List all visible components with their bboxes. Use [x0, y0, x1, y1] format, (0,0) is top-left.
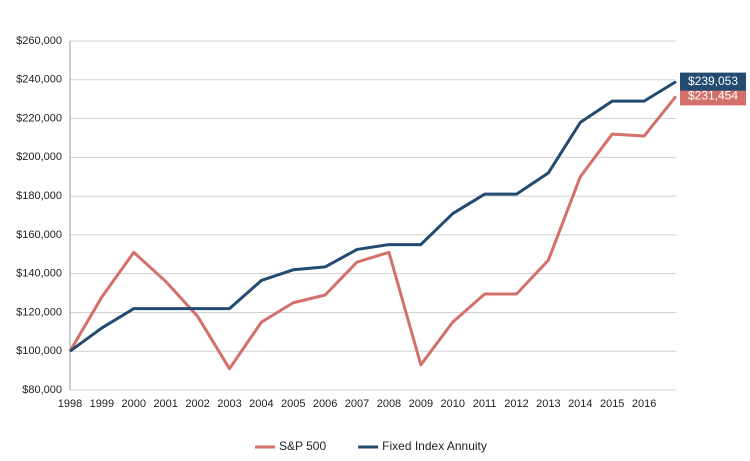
- x-tick-label: 2013: [536, 398, 560, 410]
- x-tick-label: 2012: [504, 398, 528, 410]
- y-tick-label: $100,000: [16, 345, 62, 357]
- x-tick-label: 1999: [90, 398, 114, 410]
- y-tick-label: $80,000: [22, 384, 62, 396]
- y-tick-label: $200,000: [16, 151, 62, 163]
- x-tick-label: 2015: [600, 398, 624, 410]
- y-tick-label: $260,000: [16, 35, 62, 47]
- x-tick-label: 2005: [281, 398, 305, 410]
- line-series: [68, 95, 678, 371]
- legend-label: S&P 500: [279, 439, 326, 453]
- x-tick-label: 2008: [377, 398, 401, 410]
- legend-label: Fixed Index Annuity: [382, 439, 487, 453]
- value-label-bg: [680, 72, 746, 91]
- value-label-bg: [680, 87, 746, 106]
- x-tick-label: 2003: [217, 398, 241, 410]
- y-tick-label: $120,000: [16, 306, 62, 318]
- x-tick-label: 1998: [58, 398, 82, 410]
- y-tick-label: $240,000: [16, 74, 62, 86]
- x-tick-label: 2002: [185, 398, 209, 410]
- x-tick-label: 2000: [122, 398, 146, 410]
- x-tick-label: 2007: [345, 398, 369, 410]
- y-tick-label: $140,000: [16, 268, 62, 280]
- x-tick-label: 2009: [409, 398, 433, 410]
- x-tick-label: 2010: [440, 398, 464, 410]
- value-label: $231,454: [688, 89, 738, 103]
- x-tick-label: 2006: [313, 398, 337, 410]
- y-tick-label: $180,000: [16, 190, 62, 202]
- x-tick-label: 2004: [249, 398, 273, 410]
- y-tick-label: $160,000: [16, 229, 62, 241]
- x-tick-label: 2014: [568, 398, 592, 410]
- y-tick-label: $220,000: [16, 112, 62, 124]
- line-series: [69, 80, 677, 353]
- x-tick-label: 2016: [632, 398, 656, 410]
- x-tick-label: 2001: [153, 398, 177, 410]
- value-label: $239,053: [688, 74, 738, 88]
- x-tick-label: 2011: [473, 398, 497, 410]
